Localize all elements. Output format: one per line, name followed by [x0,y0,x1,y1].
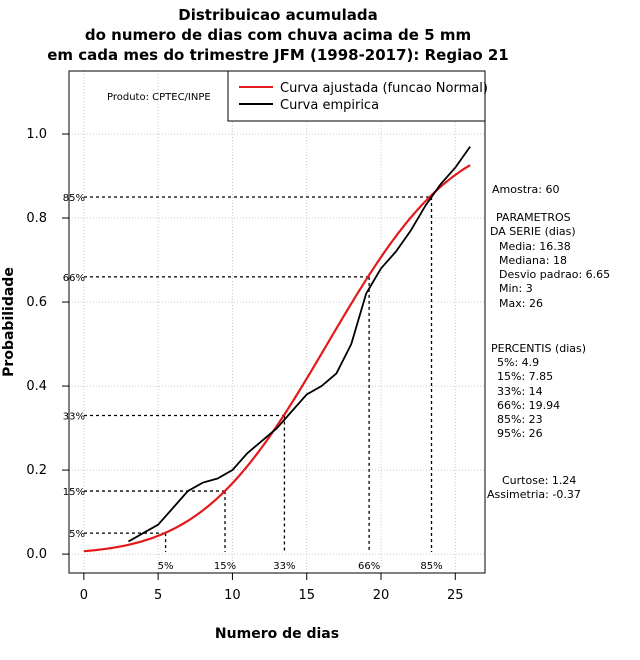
x-axis: 0 5 10 15 20 25 [80,572,464,603]
x-axis-label: Numero de dias [215,626,339,642]
percentile-reference-lines: 5% 5% 15% 15% 33% 33% 66% 66% 85% 85% [63,193,443,572]
chart-title-line-2: do numero de dias com chuva acima de 5 m… [85,26,471,44]
percentile-y-label: 33% [63,411,85,422]
percentile-95: 95%: 26 [497,427,543,440]
param-max: Max: 26 [499,297,543,310]
y-axis: 0.0 0.2 0.4 0.6 0.8 1.0 [26,127,69,562]
percentile-66: 66%: 19.94 [497,399,560,412]
fitted-normal-curve [83,164,471,553]
legend-label-empirical: Curva empirica [280,98,379,113]
y-tick-label: 1.0 [26,127,47,142]
percentile-x-label: 15% [214,561,236,572]
percentile-85: 85%: 23 [497,413,543,426]
plot-frame [68,70,486,574]
y-tick-label: 0.2 [26,463,47,478]
grid [69,71,485,573]
percentile-15: 15%: 7.85 [497,370,553,383]
y-tick-label: 0.0 [26,547,47,562]
params-title-2: DA SERIE (dias) [490,225,576,238]
percentile-y-label: 15% [63,487,85,498]
percentile-y-label: 85% [63,193,85,204]
percentile-33: 33%: 14 [497,385,543,398]
credit-text: Produto: CPTEC/INPE [107,92,211,103]
x-tick-label: 10 [224,588,241,603]
param-min: Min: 3 [499,282,533,295]
chart-title-line-1: Distribuicao acumulada [178,6,377,24]
x-tick-label: 25 [447,588,464,603]
sample-size: Amostra: 60 [492,183,559,196]
param-sd: Desvio padrao: 6.65 [499,268,610,281]
y-tick-label: 0.8 [26,211,47,226]
empirical-curve [127,146,471,543]
chart-title-line-3: em cada mes do trimestre JFM (1998-2017)… [47,46,509,64]
y-tick-label: 0.6 [26,295,47,310]
legend-box [227,70,486,122]
percentile-y-label: 66% [63,273,85,284]
x-tick-label: 15 [298,588,315,603]
y-tick-label: 0.4 [26,379,47,394]
x-tick-label: 20 [373,588,390,603]
percentile-x-label: 33% [273,561,295,572]
param-median: Mediana: 18 [499,254,567,267]
legend: Curva ajustada (funcao Normal) Curva emp… [227,70,488,122]
legend-label-fitted: Curva ajustada (funcao Normal) [280,81,488,96]
percentile-x-label: 5% [158,561,174,572]
percentiles-title: PERCENTIS (dias) [491,342,586,355]
percentile-y-label: 5% [69,529,85,540]
y-axis-label: Probabilidade [1,267,17,377]
series-layer [83,146,471,553]
param-mean: Media: 16.38 [499,240,571,253]
statistics-panel: Amostra: 60 PARAMETROS DA SERIE (dias) M… [487,183,610,501]
x-tick-label: 5 [154,588,162,603]
kurtosis: Curtose: 1.24 [502,474,576,487]
percentile-x-label: 66% [358,561,380,572]
percentile-x-label: 85% [420,561,442,572]
x-tick-label: 0 [80,588,88,603]
params-title-1: PARAMETROS [496,211,571,224]
percentile-5: 5%: 4.9 [497,356,539,369]
skewness: Assimetria: -0.37 [487,488,581,501]
